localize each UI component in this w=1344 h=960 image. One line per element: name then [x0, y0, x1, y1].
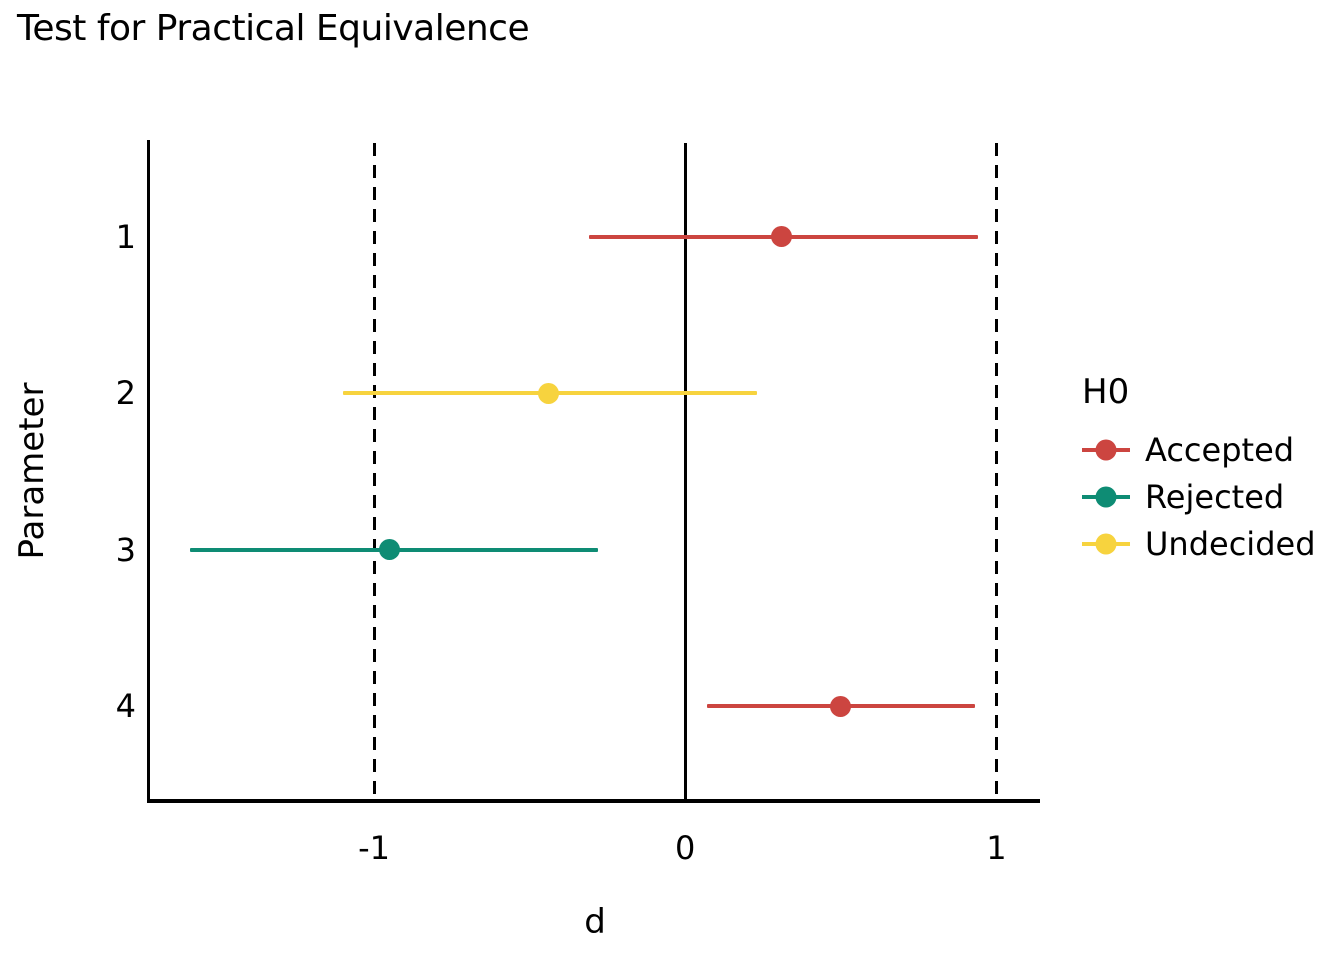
- x-tick-label: 0: [675, 829, 696, 867]
- y-axis-line: [147, 140, 150, 803]
- x-axis-label: d: [584, 902, 606, 942]
- legend: H0 Accepted Rejected Undecided: [1082, 372, 1316, 567]
- y-tick-label: 1: [115, 217, 136, 256]
- x-tick-label: -1: [358, 829, 390, 867]
- zero-line: [683, 143, 687, 800]
- y-tick-label: 3: [115, 530, 136, 569]
- legend-marker: [1082, 486, 1130, 507]
- legend-marker-dot-icon: [1095, 533, 1117, 554]
- legend-item: Accepted: [1082, 426, 1316, 473]
- rope-boundary-line: [372, 143, 376, 800]
- legend-marker: [1082, 439, 1130, 460]
- x-axis-line: [147, 799, 1040, 803]
- legend-title: H0: [1082, 372, 1130, 412]
- point-estimate: [379, 539, 401, 561]
- legend-marker-dot-icon: [1095, 439, 1117, 460]
- legend-item-label: Undecided: [1145, 524, 1316, 563]
- legend-item-label: Accepted: [1145, 430, 1295, 469]
- point-estimate: [537, 382, 559, 404]
- legend-marker-dot-icon: [1095, 486, 1117, 507]
- legend-marker: [1082, 533, 1130, 554]
- legend-item: Undecided: [1082, 520, 1316, 567]
- rope-boundary-line: [994, 143, 998, 800]
- chart-title: Test for Practical Equivalence: [17, 8, 530, 49]
- point-estimate: [771, 226, 793, 248]
- legend-item: Rejected: [1082, 473, 1316, 520]
- point-estimate: [830, 695, 852, 717]
- x-tick-label: 1: [986, 829, 1007, 867]
- legend-items: Accepted Rejected Undecided: [1082, 426, 1316, 567]
- legend-item-label: Rejected: [1145, 477, 1285, 516]
- y-tick-label: 2: [115, 374, 136, 413]
- y-tick-label: 4: [115, 687, 136, 726]
